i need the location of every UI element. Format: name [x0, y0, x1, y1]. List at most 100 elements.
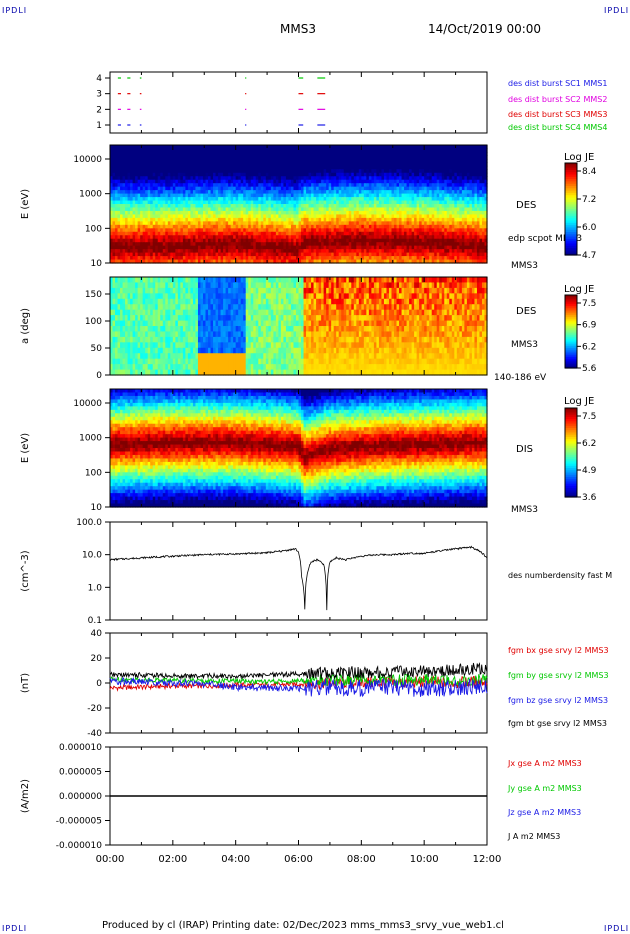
spectrogram-cell: [190, 183, 194, 188]
spectrogram-cell: [200, 259, 204, 264]
spectrogram-cell: [132, 186, 136, 191]
spectrogram-cell: [328, 231, 332, 236]
spectrogram-cell: [190, 235, 194, 240]
spectrogram-cell: [253, 179, 257, 184]
spectrogram-cell: [306, 207, 310, 212]
spectrogram-cell: [125, 235, 129, 240]
spectrogram-cell: [130, 221, 134, 226]
spectrogram-cell: [170, 148, 174, 153]
spectrogram-cell: [341, 231, 345, 236]
spectrogram-cell: [202, 165, 207, 170]
spectrogram-cell: [215, 217, 219, 222]
spectrogram-cell: [152, 238, 156, 243]
spectrogram-cell: [341, 148, 345, 153]
spectrogram-cell: [180, 148, 184, 153]
spectrogram-cell: [356, 186, 360, 191]
spectrogram-cell: [346, 155, 350, 160]
spectrogram-cell: [323, 179, 327, 184]
spectrogram-cell: [132, 176, 136, 181]
spectrogram-cell: [233, 221, 237, 226]
spectrogram-cell: [283, 169, 287, 174]
spectrogram-cell: [293, 145, 297, 150]
spectrogram-cell: [165, 228, 169, 233]
spectrogram-cell: [243, 176, 247, 181]
spectrogram-cell: [213, 204, 217, 209]
spectrogram-cell: [202, 172, 207, 177]
spectrogram-cell: [295, 235, 300, 240]
spectrogram-cell: [110, 259, 114, 264]
spectrogram-cell: [147, 148, 151, 153]
spectrogram-cell: [353, 238, 357, 243]
spectrogram-cell: [268, 242, 272, 247]
spectrogram-cell: [120, 148, 124, 153]
spectrogram-cell: [190, 204, 194, 209]
spectrogram-cell: [160, 200, 164, 205]
spectrogram-cell: [343, 207, 347, 212]
spectrogram-cell: [220, 165, 224, 170]
spectrogram-cell: [245, 193, 249, 198]
spectrogram-cell: [187, 158, 192, 163]
spectrogram-cell: [316, 231, 320, 236]
spectrogram-cell: [356, 169, 360, 174]
spectrogram-cell: [301, 172, 305, 177]
spectrogram-cell: [157, 224, 161, 229]
spectrogram-cell: [215, 186, 219, 191]
spectrogram-cell: [142, 176, 146, 181]
spectrogram-cell: [255, 145, 259, 150]
spectrogram-cell: [288, 224, 292, 229]
spectrogram-cell: [245, 155, 249, 160]
spectrogram-cell: [240, 231, 244, 236]
spectrogram-cell: [187, 210, 192, 216]
spectrogram-cell: [248, 204, 252, 209]
spectrogram-cell: [328, 228, 332, 233]
spectrogram-cell: [117, 148, 121, 153]
spectrogram-cell: [192, 169, 197, 174]
spectrogram-cell: [157, 259, 161, 264]
spectrogram-cell: [275, 197, 279, 202]
spectrogram-cell: [187, 256, 192, 261]
spectrogram-cell: [115, 183, 119, 188]
spectrogram-cell: [278, 193, 282, 198]
spectrogram-cell: [147, 224, 151, 229]
spectrogram-cell: [298, 221, 302, 226]
spectrogram-cell: [145, 162, 149, 167]
spectrogram-cell: [313, 259, 317, 264]
spectrogram-cell: [195, 217, 199, 222]
spectrogram-cell: [326, 151, 330, 157]
spectrogram-cell: [205, 207, 209, 212]
spectrogram-cell: [228, 224, 232, 229]
spectrogram-cell: [238, 186, 242, 191]
spectrogram-cell: [318, 217, 322, 222]
spectrogram-cell: [318, 249, 322, 254]
spectrogram-cell: [333, 259, 337, 264]
spectrogram-cell: [338, 179, 342, 184]
spectrogram-cell: [127, 151, 131, 157]
spectrogram-cell: [316, 217, 320, 222]
spectrogram-cell: [240, 245, 244, 250]
spectrogram-cell: [295, 176, 300, 181]
spectrogram-cell: [351, 217, 355, 222]
spectrogram-cell: [213, 235, 217, 240]
spectrogram-cell: [215, 224, 219, 229]
spectrogram-cell: [125, 224, 129, 229]
spectrogram-cell: [132, 183, 136, 188]
spectrogram-cell: [245, 224, 249, 229]
spectrogram-cell: [117, 176, 121, 181]
spectrogram-cell: [313, 193, 317, 198]
spectrogram-cell: [170, 145, 174, 150]
spectrogram-cell: [205, 183, 209, 188]
spectrogram-cell: [353, 235, 357, 240]
spectrogram-cell: [225, 145, 229, 150]
spectrogram-cell: [220, 224, 224, 229]
spectrogram-cell: [228, 183, 232, 188]
spectrogram-cell: [313, 200, 317, 205]
spectrogram-cell: [117, 169, 121, 174]
spectrogram-cell: [160, 259, 164, 264]
spectrogram-cell: [293, 238, 297, 243]
spectrogram-cell: [333, 172, 337, 177]
spectrogram-cell: [250, 200, 254, 205]
spectrogram-cell: [243, 204, 247, 209]
spectrogram-cell: [285, 155, 290, 160]
spectrogram-cell: [243, 252, 247, 257]
spectrogram-cell: [200, 193, 204, 198]
